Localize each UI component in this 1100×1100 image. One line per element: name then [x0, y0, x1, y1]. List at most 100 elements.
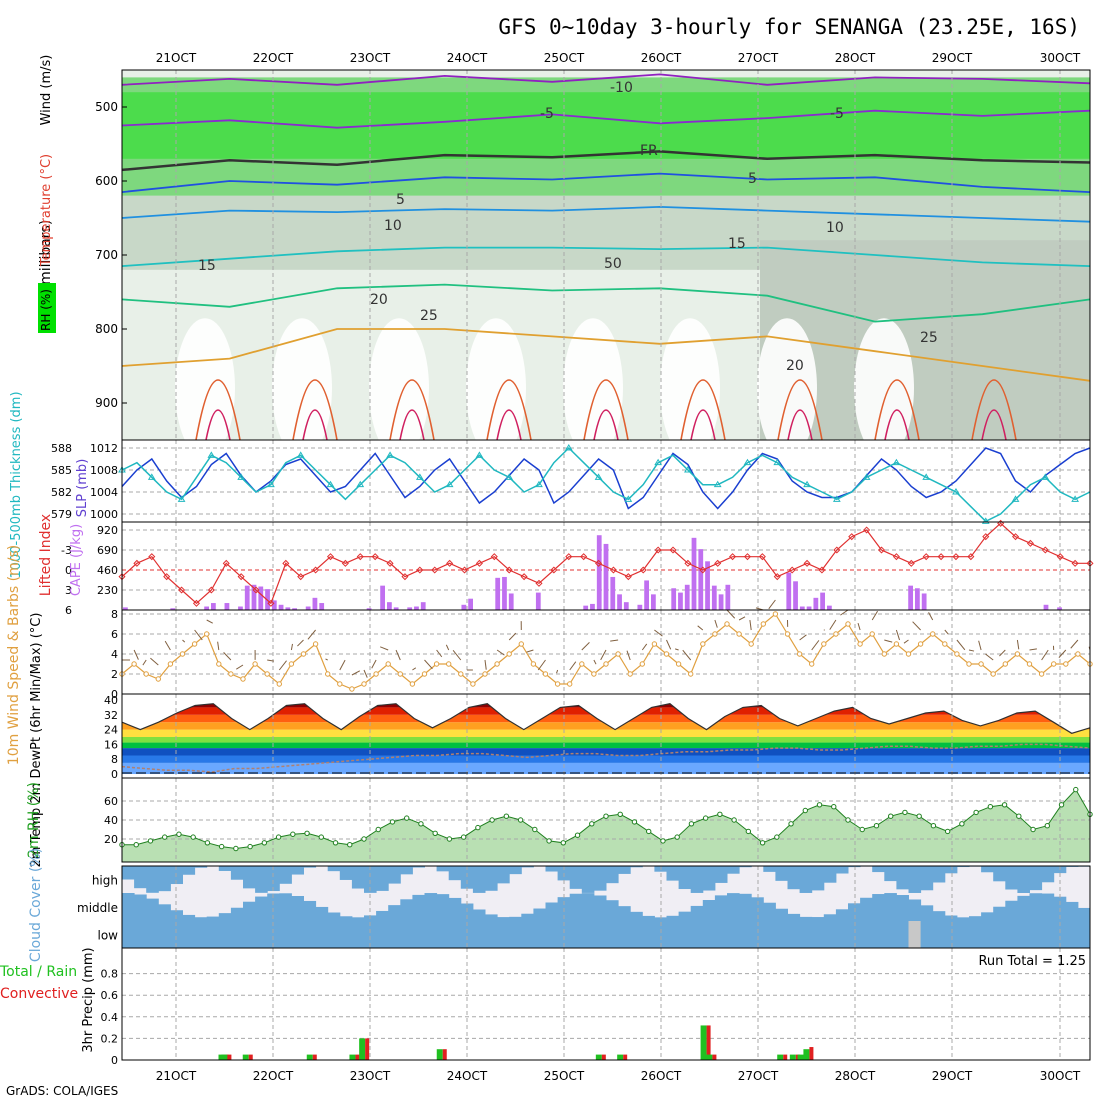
li-point-64	[1071, 559, 1079, 567]
cloud-mid-53	[763, 902, 776, 921]
cloud-mid-2	[146, 898, 159, 921]
cloud-high-67	[932, 866, 946, 883]
isotherm-5	[121, 246, 1091, 267]
wind-barb-74	[1016, 639, 1020, 650]
cloud-low-28	[460, 921, 474, 948]
rh-point-10	[261, 840, 268, 846]
cloud-mid-46	[678, 911, 692, 921]
cloud-high-51	[739, 866, 752, 868]
cloud-mid-62	[872, 894, 885, 921]
wind-point-46	[675, 661, 682, 667]
precip-tick-4: 0	[111, 1054, 118, 1067]
cloud-high-66	[920, 866, 934, 891]
cloud-high-10	[243, 866, 256, 889]
rh-point-45	[759, 840, 766, 846]
cloud-low-44	[654, 921, 667, 948]
isotherm-label-12: 25	[420, 308, 438, 324]
cloud-high-56	[799, 866, 813, 893]
wind-barb-68	[944, 629, 949, 635]
wind-point-8	[216, 661, 222, 667]
slp-ylabel: SLP (mb)	[75, 459, 90, 518]
wind-point-71	[978, 661, 984, 667]
top-x-tick-6: 27OCT	[738, 51, 779, 65]
wind-barb-10	[236, 664, 244, 670]
precip-conv-bar-9	[706, 1025, 711, 1060]
cloud-mid-49	[714, 895, 728, 921]
cloud-low-64	[896, 921, 909, 948]
warm-lobe-5	[660, 318, 720, 459]
pressure-tick-0: 500	[95, 100, 118, 114]
li-point-55	[937, 553, 945, 561]
thickness-marker-48	[832, 495, 841, 502]
convective-label: Convective	[0, 986, 78, 1002]
cloud-mid-28	[460, 903, 474, 921]
precip-conv-bar-8	[623, 1054, 628, 1060]
cape-bar-117	[915, 588, 920, 610]
rh-point-48	[802, 807, 808, 814]
rh-point-54	[888, 813, 894, 819]
thickness-marker-16	[356, 480, 365, 488]
temp-band-4	[122, 737, 1090, 743]
cloud-low-26	[436, 921, 450, 948]
warm-lobe-1	[272, 318, 332, 459]
cloud-low-73	[1005, 921, 1018, 948]
temp-ylabel: 2m Temp 2m DewPt (6hr Min/Max) (°C)	[29, 613, 44, 868]
wind-point-41	[615, 651, 621, 657]
rh-point-33	[589, 821, 595, 827]
precip-total-bar-6	[436, 1049, 443, 1060]
rh-point-25	[475, 824, 481, 831]
cloud-mid-73	[1005, 900, 1018, 921]
cloud-low-31	[497, 921, 510, 948]
cloud-low-5	[182, 921, 196, 948]
wind-barb-78	[1058, 649, 1067, 658]
precip-total-bar-12	[789, 1054, 796, 1060]
wind-point-38	[579, 661, 585, 667]
rh-point-18	[375, 826, 381, 833]
wind-tick-2: 4	[111, 648, 118, 661]
li-point-54	[922, 553, 930, 561]
li-tick-3: 6	[65, 604, 72, 617]
cloud-mid-6	[194, 917, 208, 921]
cloud-low-75	[1029, 921, 1043, 948]
cloud-low-30	[485, 921, 498, 948]
wind-point-56	[796, 651, 803, 657]
cloud-low-34	[533, 921, 546, 948]
cloud-high-22	[388, 866, 401, 884]
cloud-high-27	[448, 866, 462, 881]
cloud-low-66	[920, 921, 934, 948]
cape-bar-39	[387, 602, 392, 610]
cloud-high-50	[727, 866, 740, 874]
rh-area	[122, 789, 1090, 862]
cloud-low-51	[739, 921, 752, 948]
cape-bar-99	[793, 581, 798, 610]
rh-point-13	[304, 830, 310, 836]
rh-point-34	[603, 813, 609, 819]
cape-tick-0: 920	[97, 524, 118, 537]
wind-barb-50	[726, 609, 736, 619]
rh-point-52	[859, 826, 865, 833]
rh-point-26	[489, 817, 495, 823]
wind-point-29	[470, 681, 476, 687]
wind-barb-34	[526, 649, 534, 653]
cape-tick-3: 230	[97, 584, 118, 597]
wind-point-18	[337, 681, 343, 687]
cloud-low-68	[944, 921, 958, 948]
cloud-low-50	[727, 921, 740, 948]
li-point-29	[550, 566, 558, 574]
panel-precip: 0.8 0.6 0.4 0.2 0 Run Total = 1.25 3hr Precip …	[0, 947, 1091, 1067]
rh-point-32	[574, 832, 581, 838]
cloud-high-35	[545, 866, 559, 872]
li-point-28	[535, 579, 543, 587]
rh-point-30	[546, 838, 552, 844]
thickness-marker-42	[743, 458, 752, 466]
cloud-high-26	[436, 866, 450, 872]
wind-point-17	[325, 671, 331, 677]
thickness-marker-26	[505, 473, 514, 480]
cloud-high-31	[497, 866, 510, 884]
li-point-39	[699, 566, 707, 574]
cloud-mid-67	[932, 911, 946, 921]
rh-tick-1: 40	[104, 814, 118, 827]
cloud-mid-41	[618, 906, 631, 921]
cloud-low-63	[884, 921, 897, 948]
wind-barb-44	[654, 629, 663, 637]
